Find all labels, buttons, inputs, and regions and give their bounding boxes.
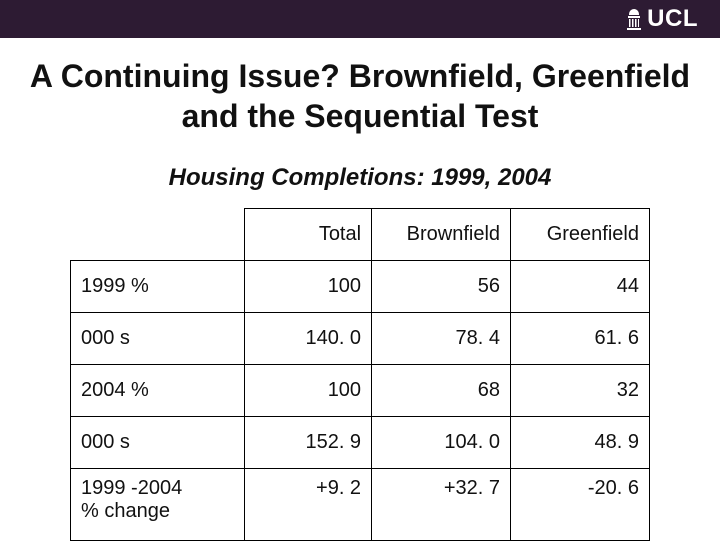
cell-value: 140. 0 [244,313,371,365]
slide-title: A Continuing Issue? Brownfield, Greenfie… [0,56,720,136]
table-row: 2004 %1006832 [71,365,650,417]
col-header-blank [71,209,245,261]
cell-value: 100 [244,365,371,417]
cell-value: 152. 9 [244,417,371,469]
cell-value: 44 [511,261,650,313]
cell-value: +32. 7 [372,469,511,541]
row-label: 2004 % [71,365,245,417]
table-body: 1999 %1005644000 s140. 078. 461. 62004 %… [71,261,650,541]
table-row: 000 s152. 9104. 048. 9 [71,417,650,469]
ucl-portico-icon [627,8,641,30]
row-label: 000 s [71,417,245,469]
row-label: 1999 % [71,261,245,313]
cell-value: 100 [244,261,371,313]
cell-value: 56 [372,261,511,313]
table-row: 000 s140. 078. 461. 6 [71,313,650,365]
cell-value: 68 [372,365,511,417]
table-row: 1999 -2004% change+9. 2+32. 7-20. 6 [71,469,650,541]
housing-completions-table: Total Brownfield Greenfield 1999 %100564… [70,208,650,541]
table-header-row: Total Brownfield Greenfield [71,209,650,261]
col-header-brownfield: Brownfield [372,209,511,261]
cell-value: 32 [511,365,650,417]
col-header-greenfield: Greenfield [511,209,650,261]
cell-value: 78. 4 [372,313,511,365]
row-label: 1999 -2004% change [71,469,245,541]
cell-value: +9. 2 [244,469,371,541]
ucl-logo: UCL [627,7,698,31]
cell-value: 61. 6 [511,313,650,365]
top-bar: UCL [0,0,720,38]
row-label: 000 s [71,313,245,365]
slide-subtitle: Housing Completions: 1999, 2004 [0,164,720,192]
col-header-total: Total [244,209,371,261]
cell-value: -20. 6 [511,469,650,541]
table-row: 1999 %1005644 [71,261,650,313]
cell-value: 104. 0 [372,417,511,469]
ucl-logo-text: UCL [647,7,698,31]
table-region: Total Brownfield Greenfield 1999 %100564… [0,192,720,541]
cell-value: 48. 9 [511,417,650,469]
